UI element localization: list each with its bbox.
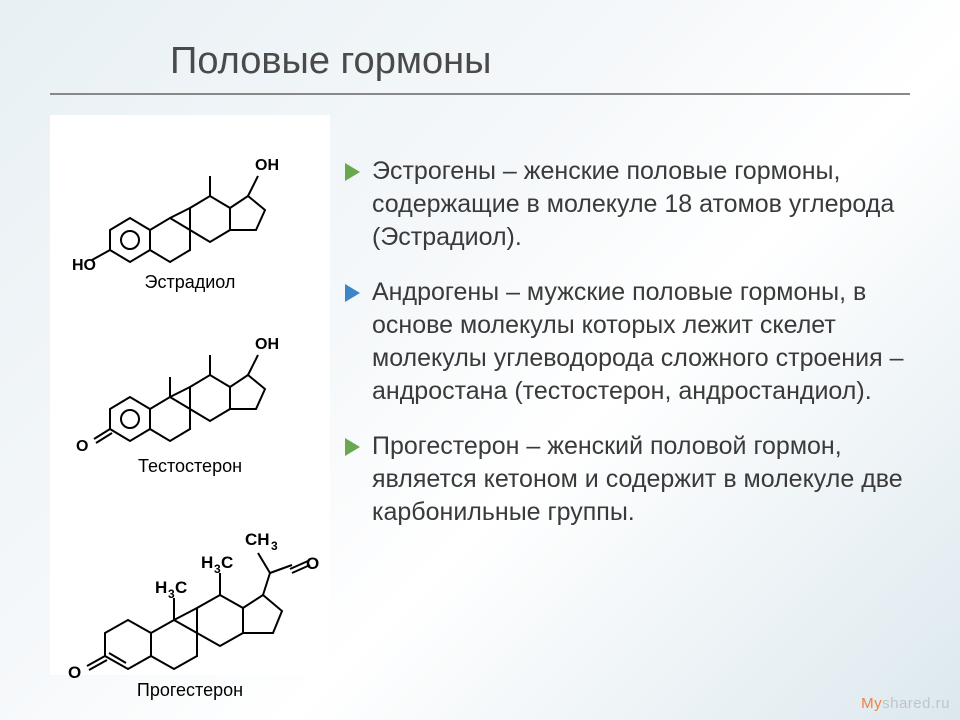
slide: Половые гормоны [0,0,960,720]
bullet-item: Андрогены – мужские половые гормоны, в о… [345,276,910,408]
bullets-column: Эстрогены – женские половые гормоны, сод… [345,115,910,675]
bullet-arrow-icon [345,163,360,181]
molecule-estradiol: OH HO Эстрадиол [70,120,310,293]
svg-text:H: H [201,553,213,572]
progesterone-structure-icon: CH 3 O H 3 C H 3 C O [60,483,320,678]
estradiol-structure-icon: OH HO [70,120,310,270]
bullet-text: Андрогены – мужские половые гормоны, в о… [372,276,910,408]
molecule-label: Эстрадиол [145,272,236,293]
slide-title: Половые гормоны [50,40,910,95]
molecule-testosterone: OH O Тестостерон [70,299,310,477]
watermark-prefix: My [861,695,882,712]
svg-text:O: O [306,554,319,573]
svg-text:HO: HO [72,257,96,270]
svg-text:O: O [76,438,88,454]
svg-text:OH: OH [255,157,279,174]
molecule-label: Прогестерон [137,680,243,701]
structures-column: OH HO Эстрадиол [50,115,330,675]
svg-text:CH: CH [245,530,270,549]
svg-text:O: O [68,663,81,678]
bullet-item: Прогестерон – женский половой гормон, яв… [345,430,910,529]
svg-text:3: 3 [214,562,221,576]
watermark: Myshared.ru [861,695,950,712]
svg-text:OH: OH [255,336,279,353]
svg-text:3: 3 [271,539,278,553]
bullet-arrow-icon [345,438,360,456]
molecule-progesterone: CH 3 O H 3 C H 3 C O Прогестерон [60,483,320,701]
molecule-label: Тестостерон [138,456,242,477]
watermark-suffix: shared.ru [882,695,950,712]
testosterone-structure-icon: OH O [70,299,310,454]
bullet-text: Прогестерон – женский половой гормон, яв… [372,430,910,529]
svg-text:C: C [221,553,233,572]
content-row: OH HO Эстрадиол [50,115,910,675]
svg-text:H: H [155,578,167,597]
bullet-text: Эстрогены – женские половые гормоны, сод… [372,155,910,254]
svg-text:3: 3 [168,587,175,601]
bullet-arrow-icon [345,284,360,302]
bullet-item: Эстрогены – женские половые гормоны, сод… [345,155,910,254]
svg-text:C: C [175,578,187,597]
